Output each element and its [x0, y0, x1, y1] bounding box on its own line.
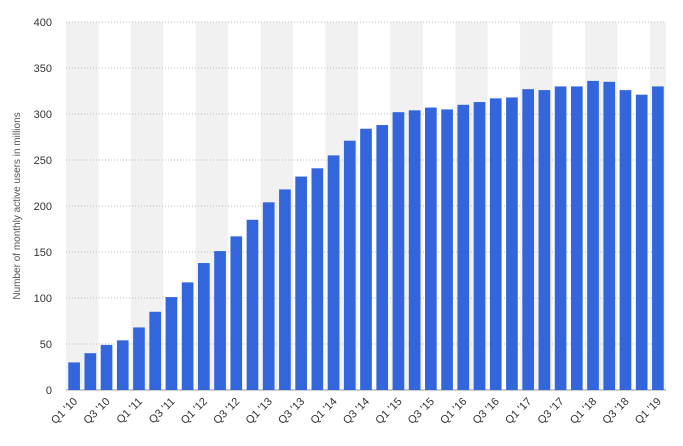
bar[interactable]	[295, 176, 307, 390]
x-tick-label: Q1 '10	[49, 396, 80, 427]
y-tick-label: 400	[34, 17, 52, 29]
bar[interactable]	[392, 112, 405, 390]
x-tick-label: Q3 '18	[600, 396, 631, 427]
bar[interactable]	[100, 344, 113, 390]
x-tick-label: Q3 '12	[211, 396, 242, 427]
bar[interactable]	[214, 251, 226, 390]
x-tick-label: Q3 '10	[81, 396, 112, 427]
bar[interactable]	[360, 128, 372, 390]
x-tick-label: Q1 '12	[179, 396, 210, 427]
y-tick-label: 50	[40, 339, 52, 351]
bar[interactable]	[652, 86, 664, 391]
bar[interactable]	[149, 311, 162, 390]
bar[interactable]	[246, 219, 259, 390]
bar[interactable]	[522, 89, 534, 390]
bar[interactable]	[376, 125, 389, 390]
x-tick-label: Q3 '11	[147, 396, 178, 427]
bar[interactable]	[133, 327, 145, 390]
bar[interactable]	[408, 110, 421, 390]
y-tick-label: 300	[34, 109, 52, 121]
bar[interactable]	[311, 168, 324, 390]
bar[interactable]	[165, 297, 178, 390]
x-tick-label: Q1 '13	[244, 396, 275, 427]
bar[interactable]	[619, 90, 632, 390]
bar[interactable]	[554, 86, 567, 391]
bar[interactable]	[441, 109, 453, 391]
x-tick-label: Q3 '15	[406, 396, 437, 427]
bar[interactable]	[538, 90, 551, 390]
bar[interactable]	[279, 189, 291, 390]
y-tick-label: 0	[46, 385, 52, 397]
bar[interactable]	[587, 80, 599, 390]
bar[interactable]	[457, 104, 470, 391]
bar[interactable]	[489, 98, 502, 391]
x-tick-label: Q3 '14	[341, 396, 372, 427]
x-tick-label: Q1 '11	[115, 396, 146, 427]
y-axis-title: Number of monthly active users in millio…	[12, 112, 23, 299]
x-tick-label: Q1 '19	[633, 396, 664, 427]
x-tick-label: Q3 '17	[536, 396, 567, 427]
y-tick-label: 150	[34, 247, 52, 259]
bar[interactable]	[327, 155, 340, 390]
bar[interactable]	[262, 202, 275, 390]
x-tick-label: Q1 '14	[309, 396, 340, 427]
bars	[68, 80, 664, 391]
bar[interactable]	[603, 81, 616, 391]
y-tick-label: 100	[34, 293, 52, 305]
bar[interactable]	[198, 263, 210, 390]
bar[interactable]	[84, 353, 97, 390]
bar[interactable]	[116, 340, 129, 390]
x-axis-ticks: Q1 '10 Q3 '10 Q1 '11 Q3 '11 Q1 '12 Q3 '12 Q1 '…	[49, 396, 664, 427]
x-tick-label: Q1 '15	[373, 396, 404, 427]
x-tick-label: Q3 '13	[276, 396, 307, 427]
x-tick-label: Q3 '16	[471, 396, 502, 427]
x-tick-label: Q1 '16	[438, 396, 469, 427]
bar[interactable]	[506, 97, 518, 390]
y-tick-label: 350	[34, 63, 52, 75]
bar[interactable]	[570, 86, 583, 391]
y-tick-label: 200	[34, 201, 52, 213]
bar[interactable]	[473, 102, 486, 390]
bar[interactable]	[343, 140, 356, 390]
bar[interactable]	[635, 94, 648, 391]
x-tick-label: Q1 '18	[568, 396, 599, 427]
x-tick-label: Q1 '17	[503, 396, 534, 427]
y-tick-label: 250	[34, 155, 52, 167]
y-axis-ticks: 0 50 100 150 200 250 300 350 400	[34, 17, 52, 397]
bar[interactable]	[68, 362, 80, 390]
bar[interactable]	[181, 282, 194, 390]
bar[interactable]	[230, 236, 243, 390]
bar[interactable]	[425, 107, 437, 390]
